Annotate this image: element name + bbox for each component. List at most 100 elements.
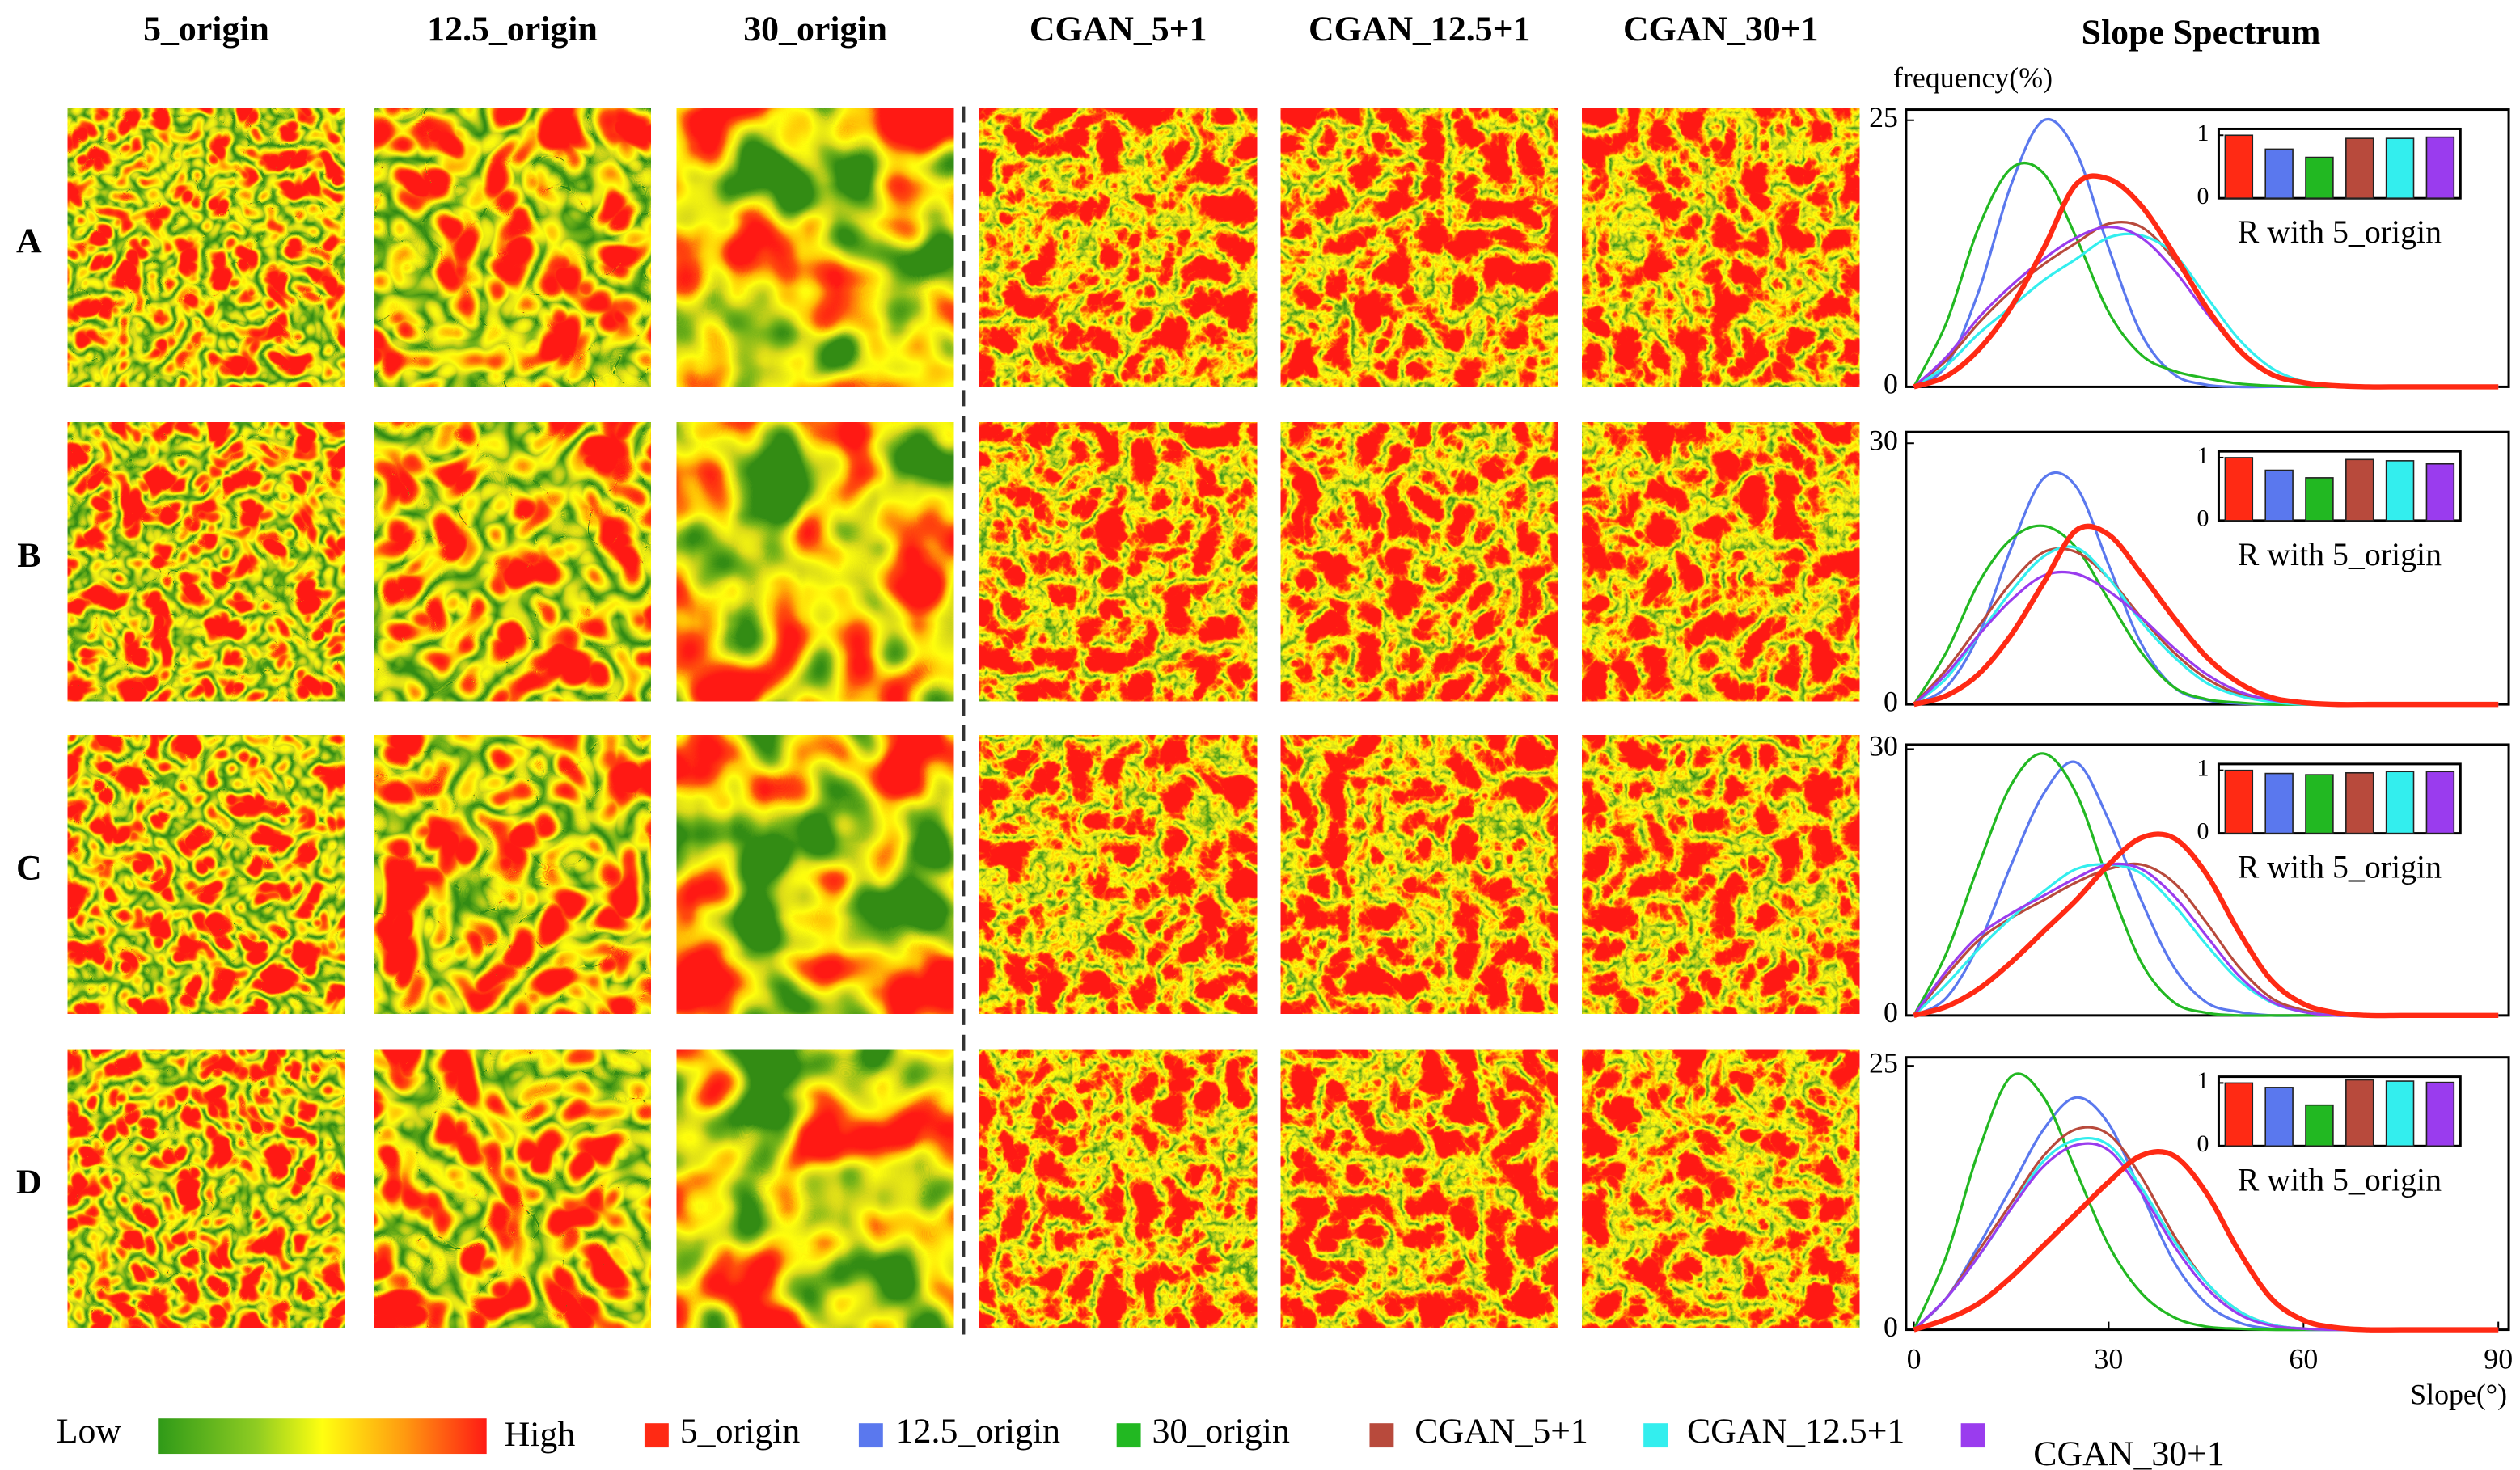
legend-swatch <box>1643 1423 1668 1448</box>
slope-map <box>1280 108 1558 387</box>
slope-map <box>374 422 651 702</box>
legend-label: CGAN_5+1 <box>1414 1412 1588 1451</box>
column-header: CGAN_12.5+1 <box>1309 10 1530 49</box>
slope-map <box>676 735 954 1014</box>
inset-bar <box>2425 771 2455 834</box>
inset-tick-label: 0 <box>2197 505 2209 532</box>
inset-bar <box>2385 1080 2415 1147</box>
slope-map <box>67 422 345 702</box>
row-label: D <box>16 1163 42 1202</box>
inset-tick-label: 1 <box>2197 755 2209 782</box>
slope-map <box>374 735 651 1014</box>
inset-bar <box>2345 458 2374 522</box>
inset-bar <box>2345 137 2374 199</box>
y-axis-label: frequency(%) <box>1893 61 2053 94</box>
inset-bar <box>2385 771 2415 834</box>
inset-bar <box>2264 469 2294 522</box>
inset-bar <box>2224 1082 2254 1147</box>
plot-frame <box>1905 1056 2510 1332</box>
inset-bar <box>2224 134 2254 199</box>
legend-swatch <box>1369 1423 1394 1448</box>
colorbar <box>158 1418 487 1455</box>
slope-map <box>1280 1049 1558 1328</box>
legend-swatch <box>644 1423 669 1448</box>
y-tick-label: 0 <box>1884 996 1898 1029</box>
inset-frame <box>2217 127 2462 200</box>
slope-map <box>676 422 954 702</box>
colorbar-low: Low <box>57 1412 122 1451</box>
legend-swatch <box>858 1423 883 1448</box>
spectrum-line <box>1913 570 2499 706</box>
slope-map <box>1582 735 1860 1014</box>
spectrum-line <box>1913 173 2499 390</box>
inset-bar <box>2264 148 2294 199</box>
inset-frame <box>2217 762 2462 835</box>
y-tick-label: 25 <box>1869 101 1898 133</box>
slope-map <box>979 735 1258 1014</box>
spectrum-chart: 0 30 0 1 R with 5_origin <box>1869 730 2510 1029</box>
slope-map <box>374 1049 651 1328</box>
spectrum-title: Slope Spectrum <box>2082 13 2321 52</box>
inset-bar <box>2425 463 2455 522</box>
spectrum-chart: 0 25 0 1 R with 5_origin <box>1869 101 2510 400</box>
slope-map <box>67 108 345 387</box>
inset-bar <box>2385 137 2415 199</box>
plot-frame <box>1905 430 2510 706</box>
slope-map <box>374 108 651 387</box>
x-tick-label: 30 <box>2095 1343 2124 1375</box>
column-header: CGAN_5+1 <box>1030 10 1207 49</box>
inset-tick-label: 0 <box>2197 183 2209 209</box>
legend-label: 5_origin <box>680 1412 801 1451</box>
inset-tick-label: 0 <box>2197 1130 2209 1157</box>
inset-label: R with 5_origin <box>2238 849 2442 885</box>
inset-label: R with 5_origin <box>2238 536 2442 572</box>
y-tick-label: 30 <box>1869 730 1898 762</box>
slope-map <box>1582 1049 1860 1328</box>
inset-bar <box>2224 457 2254 522</box>
x-tick-label: 90 <box>2484 1343 2513 1375</box>
inset-tick-label: 1 <box>2197 442 2209 469</box>
column-header: 30_origin <box>743 10 887 49</box>
y-tick-label: 30 <box>1869 424 1898 456</box>
y-tick-label: 0 <box>1884 368 1898 400</box>
row-label: B <box>17 536 40 575</box>
inset-bar <box>2345 1079 2374 1147</box>
legend-label: 12.5_origin <box>896 1412 1060 1451</box>
plot-frame <box>1905 743 2510 1017</box>
y-tick-label: 0 <box>1884 685 1898 717</box>
legend-swatch <box>1116 1423 1141 1448</box>
slope-map <box>676 1049 954 1328</box>
x-axis-label: Slope(°) <box>2410 1379 2507 1411</box>
slope-map <box>979 422 1258 702</box>
inset-label: R with 5_origin <box>2238 1161 2442 1198</box>
inset-tick-label: 1 <box>2197 120 2209 146</box>
slope-map <box>979 1049 1258 1328</box>
inset-tick-label: 1 <box>2197 1067 2209 1094</box>
slope-map <box>979 108 1258 387</box>
x-tick-label: 60 <box>2289 1343 2318 1375</box>
inset-bar <box>2305 477 2334 522</box>
legend-label: CGAN_12.5+1 <box>1687 1412 1905 1451</box>
inset-bar <box>2264 772 2294 834</box>
inset-bar <box>2425 1081 2455 1147</box>
slope-map <box>67 735 345 1014</box>
slope-map <box>1280 422 1558 702</box>
legend-label: CGAN_30+1 <box>2033 1434 2224 1470</box>
inset-bar <box>2224 769 2254 834</box>
inset-bar <box>2305 774 2334 834</box>
inset-bar <box>2425 136 2455 199</box>
inset-frame <box>2217 1075 2462 1147</box>
spectrum-line <box>1913 1149 2499 1333</box>
plot-frame <box>1905 108 2510 388</box>
slope-map <box>676 108 954 387</box>
inset-frame <box>2217 450 2462 522</box>
inset-tick-label: 0 <box>2197 817 2209 844</box>
spectrum-line <box>1913 523 2499 708</box>
colorbar-high: High <box>505 1415 576 1454</box>
inset-bar <box>2305 1104 2334 1147</box>
inset-bar <box>2264 1087 2294 1147</box>
inset-bar <box>2385 460 2415 522</box>
inset-label: R with 5_origin <box>2238 213 2442 250</box>
